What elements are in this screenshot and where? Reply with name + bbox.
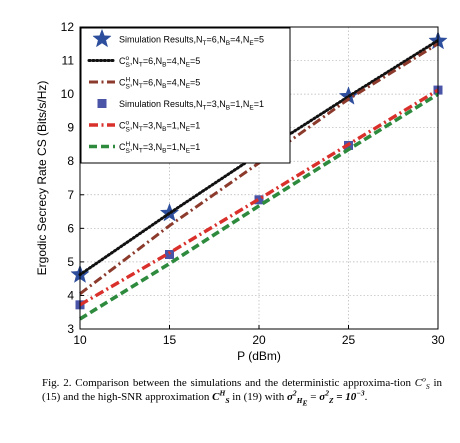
legend-label-part: B xyxy=(162,83,166,90)
legend-label-part: H xyxy=(126,77,131,84)
legend-label-part: =3,N xyxy=(143,142,162,152)
legend-label-part: S xyxy=(126,84,131,91)
legend-label-part: T xyxy=(203,105,207,112)
legend-label-part: B xyxy=(162,126,166,133)
legend-label-part: =5 xyxy=(190,56,200,66)
legend-label-part: =1,N xyxy=(230,99,249,109)
y-tick-label: 7 xyxy=(67,188,74,202)
caption-text-2: in (15) and the high-SNR approximation xyxy=(42,377,442,403)
legend-label-part: ,N xyxy=(130,121,139,131)
x-tick-label: 15 xyxy=(163,333,177,347)
figure-caption: Fig. 2. Comparison between the simulatio… xyxy=(42,374,442,408)
legend-label-part: T xyxy=(139,126,143,133)
legend-label-part: B xyxy=(162,148,166,155)
legend-marker xyxy=(92,28,112,48)
caption-math-cso: CoS xyxy=(414,374,430,392)
square-marker xyxy=(254,195,264,205)
legend-label-part: T xyxy=(139,62,143,69)
legend-label-part: =6,N xyxy=(143,56,162,66)
x-tick-label: 25 xyxy=(342,333,356,347)
legend-label-part: =1,N xyxy=(166,121,185,131)
y-tick-label: 12 xyxy=(61,20,75,34)
y-tick-label: 5 xyxy=(67,255,74,269)
legend-label-part: =6,N xyxy=(207,35,226,45)
caption-math-csh: CHS xyxy=(212,388,230,406)
legend-label-part: C xyxy=(119,142,126,152)
legend-label-part: ,N xyxy=(130,56,139,66)
legend-label-part: =4,N xyxy=(166,78,185,88)
legend-label-part: Simulation Results,N xyxy=(119,35,203,45)
legend-label-part: T xyxy=(139,83,143,90)
y-tick-label: 8 xyxy=(67,154,74,168)
legend-label-part: S xyxy=(126,148,131,155)
legend-label-part: =4,N xyxy=(230,35,249,45)
y-tick-label: 10 xyxy=(61,87,75,101)
legend-label-part: T xyxy=(139,148,143,155)
y-axis-label: Ergodic Secrecy Rate CS (Bits/s/Hz) xyxy=(35,81,49,276)
legend-label-part: B xyxy=(226,105,230,112)
series-5 xyxy=(79,92,439,321)
legend-label-part: =5 xyxy=(254,35,264,45)
legend-label-part: H xyxy=(126,141,131,148)
legend-label-part: =4,N xyxy=(166,56,185,66)
legend-label-part: o xyxy=(126,55,130,62)
x-tick-label: 20 xyxy=(252,333,266,347)
x-tick-label: 30 xyxy=(431,333,445,347)
series-line xyxy=(79,92,439,321)
y-tick-label: 11 xyxy=(62,54,75,68)
ticks: 10 15 20 25 30 3 4 5 6 7 8 9 10 11 12 xyxy=(61,20,445,347)
legend-label-part: =1 xyxy=(190,142,200,152)
legend-marker xyxy=(97,99,107,108)
legend-label-part: E xyxy=(186,62,191,69)
y-tick-label: 3 xyxy=(67,322,74,336)
caption-text-1: Comparison between the simulations and t… xyxy=(75,377,411,389)
caption-fig-label: Fig. 2. xyxy=(42,377,72,389)
caption-math-sigma-h: σ2HE xyxy=(286,388,308,408)
legend-label-part: ,N xyxy=(130,142,139,152)
legend-label-part: =5 xyxy=(190,78,200,88)
legend-label-part: B xyxy=(162,62,166,69)
x-axis-label: P (dBm) xyxy=(237,349,281,363)
y-tick-label: 4 xyxy=(67,288,74,302)
caption-math-sigma-z: σ2Z = 10−3 xyxy=(319,388,365,406)
legend-label-part: E xyxy=(249,40,254,47)
legend-label-part: =1 xyxy=(254,99,264,109)
legend-label-part: E xyxy=(186,83,191,90)
legend-label-part: E xyxy=(186,148,191,155)
legend-label: Simulation Results,NT=6,NB=4,NE=5 xyxy=(119,35,264,48)
legend-label-part: Simulation Results,N xyxy=(119,99,203,109)
legend-label-part: =1,N xyxy=(166,142,185,152)
legend-label-part: =3,N xyxy=(207,99,226,109)
caption-text-3: in (19) with xyxy=(232,391,285,403)
legend-label-part: =6,N xyxy=(143,78,162,88)
legend-label-part: ,N xyxy=(130,78,139,88)
y-tick-label: 9 xyxy=(67,121,74,135)
caption-text-4: = xyxy=(310,391,317,403)
legend-label-part: T xyxy=(203,40,207,47)
legend-label: Simulation Results,NT=3,NB=1,NE=1 xyxy=(119,99,264,112)
legend-label-part: C xyxy=(119,56,126,66)
legend-label: Co S,NT=6,NB=4,NE=5 xyxy=(119,55,200,69)
series-4 xyxy=(79,88,439,307)
legend-label-part: C xyxy=(119,121,126,131)
legend-label-part: E xyxy=(249,105,254,112)
legend: Simulation Results,NT=6,NB=4,NE=5Co S,NT=… xyxy=(80,27,291,164)
legend-label-part: B xyxy=(226,40,230,47)
legend-label-part: =3,N xyxy=(143,121,162,131)
legend-label-part: S xyxy=(126,62,131,69)
legend-label-part: o xyxy=(126,120,130,127)
legend-label: CH S,NT=3,NB=1,NE=1 xyxy=(119,141,200,155)
chart: 10 15 20 25 30 3 4 5 6 7 8 9 10 11 12 Simulation Resul… xyxy=(35,20,448,363)
series-line xyxy=(79,88,439,307)
legend-label: CH S,NT=6,NB=4,NE=5 xyxy=(119,77,200,91)
legend-label: Co S,NT=3,NB=1,NE=1 xyxy=(119,120,200,134)
legend-label-part: C xyxy=(119,78,126,88)
legend-box xyxy=(80,27,291,164)
legend-label-part: S xyxy=(126,127,131,134)
y-tick-label: 6 xyxy=(67,221,74,235)
legend-label-part: E xyxy=(186,126,191,133)
legend-label-part: =1 xyxy=(190,121,200,131)
x-tick-label: 10 xyxy=(73,333,87,347)
